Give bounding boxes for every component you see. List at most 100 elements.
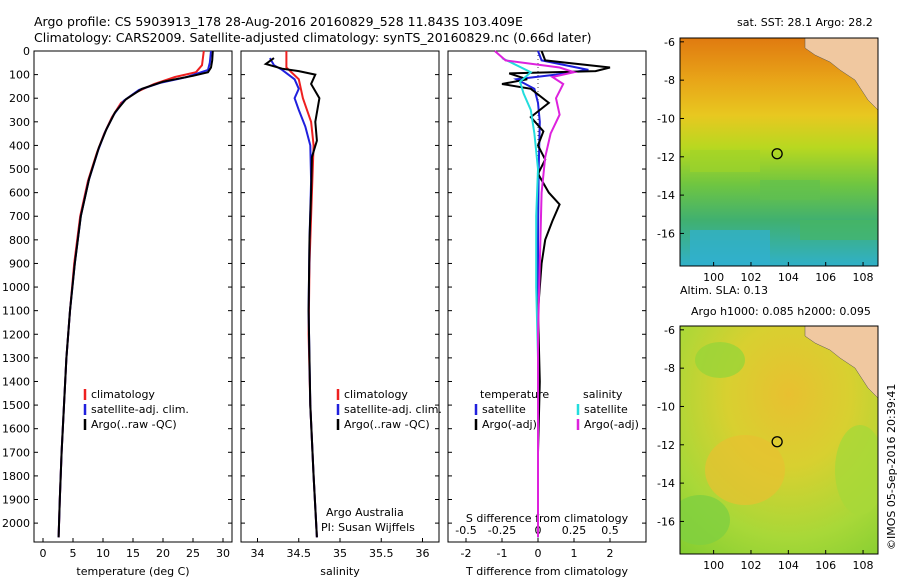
temperature-xtick-label: 10 xyxy=(96,547,110,560)
sla-map-frame xyxy=(679,325,879,555)
temperature-ytick-label: 200 xyxy=(9,92,30,105)
differences-xtick-label: 0 xyxy=(535,547,542,560)
temperature-ytick-label: 1300 xyxy=(2,352,30,365)
differences-series-line xyxy=(513,50,589,538)
temperature-xtick-label: 5 xyxy=(70,547,77,560)
sst-map-ytick-label: -16 xyxy=(657,227,675,240)
sla-map-ytick-label: -12 xyxy=(657,439,675,452)
temperature-ytick-label: 1700 xyxy=(2,446,30,459)
salinity-plot-frame xyxy=(240,50,440,543)
temperature-xtick-label: 15 xyxy=(126,547,140,560)
differences-legend-header: salinity xyxy=(583,388,623,401)
sla-map-subtitle: Argo h1000: 0.085 h2000: 0.095 xyxy=(691,305,871,318)
sla-map-field xyxy=(680,326,878,554)
differences-x2tick-label: 0.5 xyxy=(601,524,619,537)
sst-map-xtick-label: 104 xyxy=(778,271,799,284)
sst-map-ytick-label: -6 xyxy=(664,36,675,49)
temperature-ytick-label: 0 xyxy=(23,45,30,58)
temperature-legend-label: Argo(..raw -QC) xyxy=(91,418,177,431)
temperature-ytick-label: 700 xyxy=(9,210,30,223)
sst-map-ytick-label: -12 xyxy=(657,151,675,164)
temperature-legend-label: satellite-adj. clim. xyxy=(91,403,189,416)
temperature-xtick-label: 30 xyxy=(216,547,230,560)
temperature-ytick-label: 800 xyxy=(9,234,30,247)
differences-x2tick-label: -0.25 xyxy=(488,524,516,537)
temperature-xtick-label: 20 xyxy=(156,547,170,560)
differences-xtick-label: 1 xyxy=(571,547,578,560)
sst-map-field xyxy=(680,38,878,266)
sst-map-xtick-label: 106 xyxy=(815,271,836,284)
temperature-ytick-label: 500 xyxy=(9,163,30,176)
temperature-ytick-label: 1900 xyxy=(2,494,30,507)
temperature-ytick-label: 1600 xyxy=(2,423,30,436)
temperature-ytick-label: 300 xyxy=(9,116,30,129)
temperature-ytick-label: 1500 xyxy=(2,399,30,412)
temperature-series-line xyxy=(57,50,212,538)
sst-map-title: sat. SST: 28.1 Argo: 28.2 xyxy=(737,16,873,29)
temperature-xtick-label: 0 xyxy=(40,547,47,560)
land-outline xyxy=(804,38,878,111)
temperature-ytick-label: 1100 xyxy=(2,305,30,318)
temperature-plot-frame xyxy=(33,50,233,543)
timestamp: ©IMOS 05-Sep-2016 20:39:41 xyxy=(885,384,898,550)
difference-plot-frame xyxy=(447,50,647,543)
temperature-ytick-label: 2000 xyxy=(2,517,30,530)
sla-map-argo-marker xyxy=(771,436,783,448)
temperature-ytick-label: 1000 xyxy=(2,281,30,294)
differences-x2tick-label: 0.25 xyxy=(562,524,587,537)
temperature-legend-label: climatology xyxy=(91,388,155,401)
temperature-xtick-label: 25 xyxy=(186,547,200,560)
sla-map-xtick-label: 104 xyxy=(778,559,799,572)
credit-line-2: PI: Susan Wijffels xyxy=(321,521,415,534)
temperature-ytick-label: 1800 xyxy=(2,470,30,483)
credit-line-1: Argo Australia xyxy=(326,506,404,519)
sla-map-ytick-label: -6 xyxy=(664,324,675,337)
header-line-1: Argo profile: CS 5903913_178 28-Aug-2016… xyxy=(34,14,523,29)
salinity-legend-label: satellite-adj. clim. xyxy=(344,403,442,416)
temperature-series-line xyxy=(57,50,205,538)
salinity-series-line xyxy=(263,57,321,538)
differences-x2label: S difference from climatology xyxy=(466,512,629,525)
temperature-series-line xyxy=(57,50,214,538)
salinity-xtick-label: 36 xyxy=(416,547,430,560)
header-line-2: Climatology: CARS2009. Satellite-adjuste… xyxy=(34,30,592,45)
temperature-ytick-label: 100 xyxy=(9,69,30,82)
salinity-legend-label: climatology xyxy=(344,388,408,401)
salinity-xtick-label: 34.5 xyxy=(287,547,312,560)
differences-series-line xyxy=(501,57,540,538)
sst-map-argo-marker xyxy=(771,148,783,160)
differences-x2tick-label: -0.5 xyxy=(455,524,476,537)
differences-legend-label: Argo(-adj) xyxy=(482,418,537,431)
salinity-legend-label: Argo(..raw -QC) xyxy=(344,418,430,431)
differences-xtick-label: -1 xyxy=(497,547,508,560)
differences-legend-header: temperature xyxy=(480,388,549,401)
differences-legend-label: Argo(-adj) xyxy=(584,418,639,431)
sst-map-ytick-label: -10 xyxy=(657,112,675,125)
sst-map-xtick-label: 108 xyxy=(853,271,874,284)
sst-map-ytick-label: -8 xyxy=(664,74,675,87)
temperature-ytick-label: 600 xyxy=(9,187,30,200)
salinity-xtick-label: 35.5 xyxy=(369,547,394,560)
differences-xtick-label: -2 xyxy=(461,547,472,560)
sla-map-xtick-label: 106 xyxy=(815,559,836,572)
differences-legend-label: satellite xyxy=(584,403,628,416)
salinity-xtick-label: 35 xyxy=(333,547,347,560)
differences-xtick-label: 2 xyxy=(607,547,614,560)
sst-map-xtick-label: 100 xyxy=(703,271,724,284)
sst-map-frame xyxy=(679,37,879,267)
sla-map-ytick-label: -8 xyxy=(664,362,675,375)
temperature-ytick-label: 1200 xyxy=(2,328,30,341)
salinity-xlabel: salinity xyxy=(320,565,360,578)
land-outline xyxy=(804,326,878,399)
differences-xlabel: T difference from climatology xyxy=(465,565,628,578)
temperature-ytick-label: 400 xyxy=(9,139,30,152)
differences-legend-label: satellite xyxy=(482,403,526,416)
temperature-ytick-label: 900 xyxy=(9,257,30,270)
differences-series-line xyxy=(494,50,578,538)
sla-map-ytick-label: -10 xyxy=(657,400,675,413)
salinity-xtick-label: 34 xyxy=(251,547,265,560)
sla-map-xtick-label: 100 xyxy=(703,559,724,572)
sla-map-title: Altim. SLA: 0.13 xyxy=(680,284,768,297)
sla-map-xtick-label: 108 xyxy=(853,559,874,572)
